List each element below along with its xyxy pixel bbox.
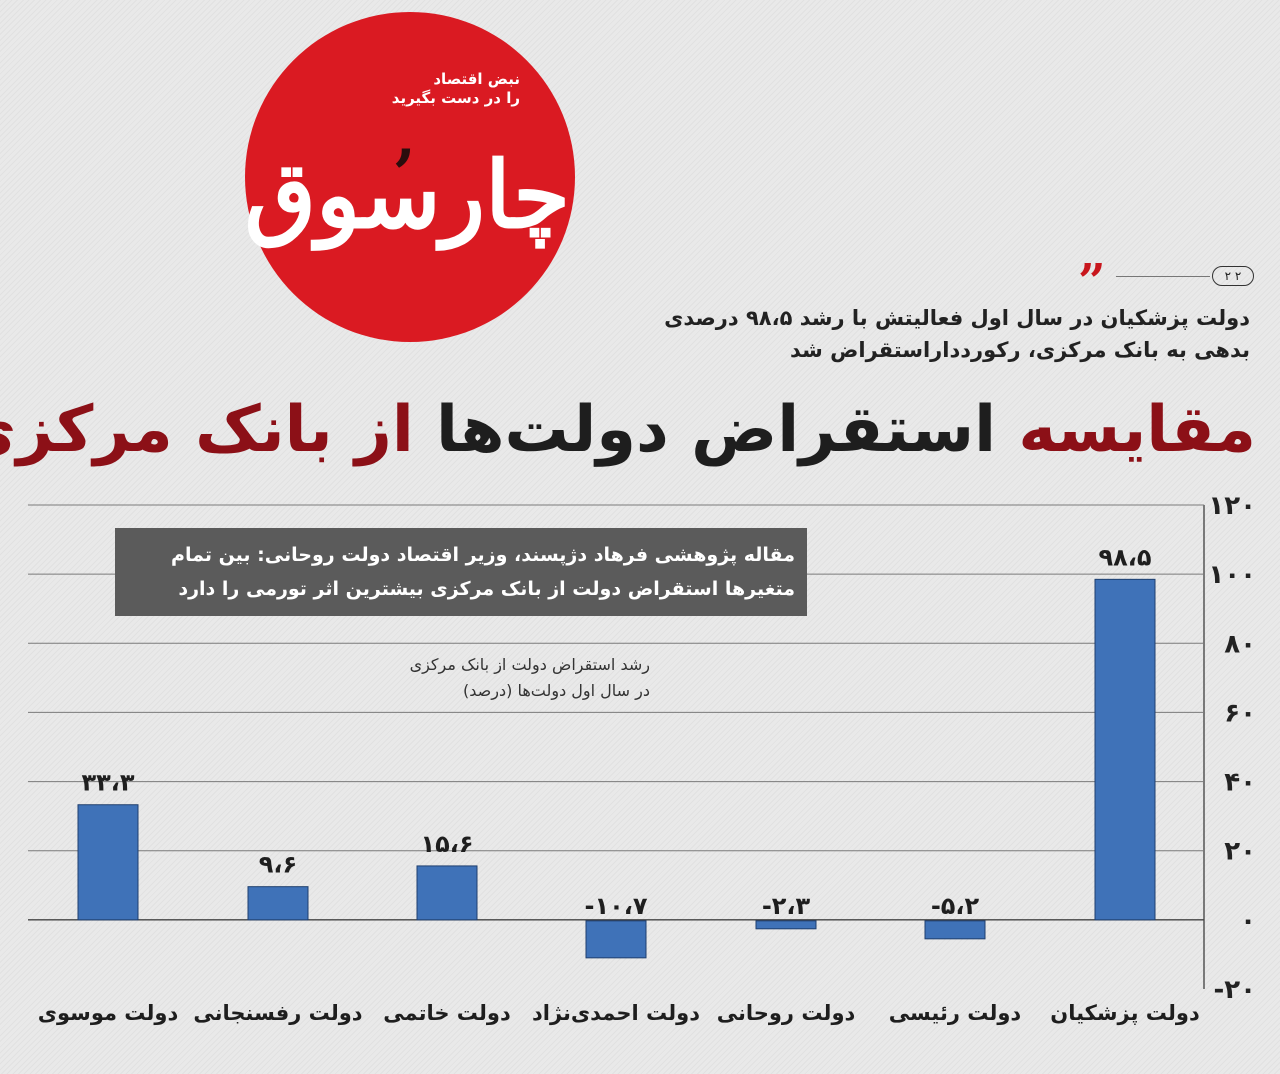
logo-tagline-line-1: نبض اقتصاد [433,70,520,88]
y-tick-label: ۰ [1240,906,1256,936]
value-label: -۲،۳ [762,892,811,920]
callout-line-2: متغیرها استقراض دولت از بانک مرکزی بیشتر… [178,578,795,600]
bar [585,920,647,959]
quote-icon: ” [1078,254,1106,310]
value-label: ۹۸،۵ [1098,543,1151,571]
category-label: دولت پزشکیان [1050,1001,1200,1025]
bar [77,804,139,921]
category-label: دولت رفسنجانی [193,1001,362,1025]
headline-part-3: از [354,393,415,467]
subtitle-line-2: بدهی به بانک مرکزی، رکوردداراستقراض شد [790,338,1250,362]
logo-tagline-line-2: را در دست بگیرید [391,89,520,107]
value-label: ۱۵،۶ [420,830,473,858]
y-tick-label: ۴۰ [1224,768,1256,798]
callout-box: مقاله پژوهشی فرهاد دژپسند، وزیر اقتصاد د… [115,528,807,616]
headline-part-1: مقایسه [1018,393,1257,467]
bar [755,920,817,930]
headline-part-2: استقراض دولت‌ها [413,393,1019,467]
category-label: دولت خاتمی [383,1001,511,1025]
divider [1116,276,1210,277]
logo-circle [245,12,575,342]
value-label: -۱۰،۷ [584,892,647,920]
y-tick-label: -۲۰ [1213,975,1256,1005]
grid-layer [28,504,1205,989]
logo-tagline: نبض اقتصاد را در دست بگیرید [380,70,520,108]
y-tick-label: ۲۰ [1224,837,1256,867]
value-label: ۳۳،۳ [81,769,134,797]
subtitle-line-1: دولت پزشکیان در سال اول فعالیتش با رشد ۹… [664,306,1250,330]
category-label: دولت رئیسی [889,1001,1022,1025]
category-label: دولت روحانی [717,1001,856,1025]
value-label: ۹،۶ [259,851,297,879]
chart-title: رشد استقراض دولت از بانک مرکزی در سال او… [340,652,650,704]
callout-line-1: مقاله پژوهشی فرهاد دژپسند، وزیر اقتصاد د… [171,544,795,566]
headline: مقایسه استقراض دولت‌ها از بانک مرکزی [0,390,1257,470]
category-label: دولت احمدی‌نژاد [532,1001,700,1025]
chart-title-line-1: رشد استقراض دولت از بانک مرکزی [409,655,650,674]
y-tick-label: ۱۰۰ [1208,560,1256,590]
y-tick-label: ۶۰ [1224,698,1256,728]
bar [247,886,309,921]
bar [924,920,986,940]
chart-title-line-2: در سال اول دولت‌ها (درصد) [463,681,650,700]
y-tick-label: ۱۲۰ [1208,491,1256,521]
logo-comma-mark: , [395,103,416,173]
value-label: -۵،۲ [931,892,980,920]
bar [416,865,478,921]
bar [1094,578,1156,921]
logo-name: چارسوق [244,141,572,249]
category-label: دولت موسوی [38,1001,179,1025]
page-badge: ۲ ۲ [1212,266,1254,286]
headline-part-4: بانک مرکزی [0,393,334,467]
subtitle: دولت پزشکیان در سال اول فعالیتش با رشد ۹… [570,302,1250,366]
bars-layer [77,578,1156,959]
labels-layer: ۱۲۰ ۱۰۰ ۸۰ ۶۰ ۴۰ ۲۰ ۰ -۲۰ ۳۳،۳ دولت موسوی ۹،۶ دولت … [38,491,1256,1025]
y-tick-label: ۸۰ [1224,629,1256,659]
